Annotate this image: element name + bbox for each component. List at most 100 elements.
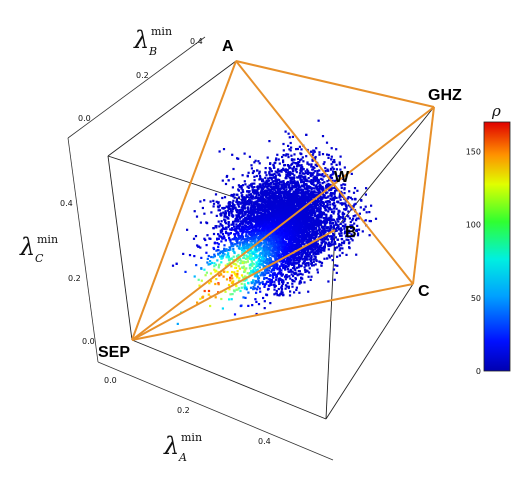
density-point <box>243 244 246 247</box>
density-point <box>235 208 238 212</box>
density-point <box>268 170 271 174</box>
density-point <box>280 286 283 289</box>
density-point <box>246 272 249 275</box>
density-point <box>265 232 268 235</box>
density-point <box>241 235 244 238</box>
density-point <box>324 241 327 244</box>
density-point <box>295 148 298 151</box>
density-point <box>324 220 327 223</box>
density-point <box>253 284 256 287</box>
density-point <box>335 207 338 210</box>
density-point <box>218 204 221 207</box>
density-point <box>238 226 241 229</box>
density-point <box>298 213 301 216</box>
density-point <box>219 214 222 217</box>
density-point <box>341 247 344 250</box>
density-point <box>226 253 229 256</box>
density-point <box>221 307 224 310</box>
density-point <box>343 225 346 228</box>
density-point <box>295 183 298 187</box>
density-point <box>310 211 313 214</box>
density-point <box>268 198 271 201</box>
density-point <box>251 239 254 243</box>
density-point <box>206 234 209 237</box>
density-point <box>281 250 284 253</box>
density-point <box>236 242 239 245</box>
density-point <box>279 196 282 199</box>
density-point <box>219 255 222 258</box>
density-point <box>252 195 255 199</box>
density-point <box>251 208 255 211</box>
density-point <box>264 185 267 188</box>
density-point <box>285 153 288 156</box>
density-point <box>223 249 226 252</box>
density-point <box>274 158 278 162</box>
density-point <box>254 298 257 301</box>
density-point <box>278 189 281 192</box>
density-point <box>259 259 262 262</box>
density-point <box>314 224 317 227</box>
density-point <box>306 168 309 171</box>
density-point <box>264 270 267 273</box>
density-point <box>254 245 257 249</box>
density-point <box>340 227 343 230</box>
density-point <box>258 222 261 225</box>
density-point <box>283 275 287 278</box>
density-point <box>286 175 289 178</box>
density-point <box>277 287 280 291</box>
density-point <box>312 152 315 155</box>
density-point <box>353 203 356 206</box>
density-point <box>320 264 323 267</box>
density-point <box>354 197 357 200</box>
density-point <box>217 266 220 269</box>
density-point <box>284 242 288 245</box>
density-point <box>303 266 306 269</box>
density-point <box>280 195 283 198</box>
density-point <box>326 234 329 237</box>
density-point <box>204 238 207 242</box>
density-point <box>333 228 336 231</box>
density-point <box>339 247 342 250</box>
density-point <box>284 278 287 281</box>
density-point <box>243 284 246 287</box>
density-point <box>237 184 240 187</box>
density-point <box>298 273 301 276</box>
density-point <box>258 287 261 290</box>
density-point <box>341 241 344 244</box>
density-point <box>276 153 279 156</box>
density-point <box>311 154 314 157</box>
density-point <box>310 235 313 238</box>
density-point <box>249 220 252 223</box>
density-point <box>317 219 320 222</box>
density-point <box>312 237 315 240</box>
density-point <box>287 156 290 159</box>
density-point <box>184 270 187 273</box>
density-point <box>221 230 224 233</box>
density-point <box>295 286 298 289</box>
density-point <box>343 188 346 191</box>
density-point <box>245 288 248 291</box>
density-point <box>344 235 348 238</box>
density-point <box>260 218 263 221</box>
density-point <box>238 277 241 280</box>
density-point <box>289 277 292 280</box>
density-point <box>229 248 232 251</box>
density-point <box>313 208 316 211</box>
density-point <box>332 238 335 241</box>
density-point <box>327 156 330 159</box>
density-point <box>280 170 283 173</box>
density-point <box>333 191 336 194</box>
density-point <box>323 233 326 236</box>
density-point <box>261 178 264 181</box>
density-point <box>310 255 313 258</box>
density-point <box>267 247 271 250</box>
density-point <box>253 214 256 217</box>
density-point <box>241 174 244 177</box>
density-point <box>288 167 291 170</box>
density-point <box>291 241 294 245</box>
density-point <box>270 202 273 205</box>
density-point <box>299 279 302 282</box>
density-point <box>213 255 216 258</box>
density-point <box>334 236 337 239</box>
density-point <box>281 187 284 190</box>
